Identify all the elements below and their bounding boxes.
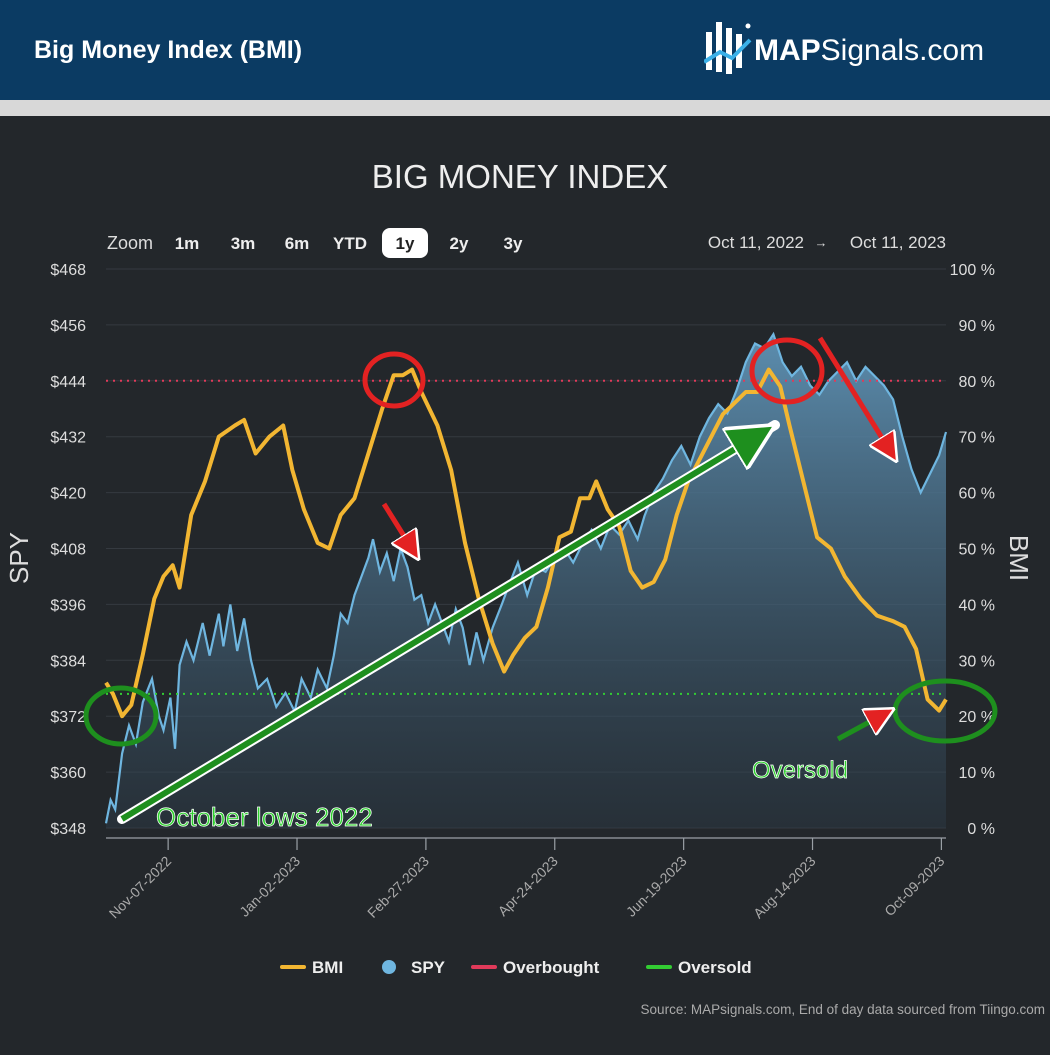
zoom-button-3y[interactable]: 3y (504, 234, 523, 253)
y-left-tick-label: $468 (50, 262, 86, 279)
x-tick-label: Nov-07-2022 (106, 853, 175, 922)
chart-svg: BIG MONEY INDEX Zoom 1m 3m 6m YTD 1y 2y 3y Oct… (4, 158, 1045, 1017)
y-right-tick-label: 10 % (959, 765, 995, 782)
y-right-tick-label: 90 % (959, 318, 995, 335)
chart-legend: BMI SPY Overbought Oversold (280, 958, 752, 977)
logo-mark-icon (702, 22, 752, 74)
x-tick-label: Jan-02-2023 (236, 853, 303, 920)
legend-item-overbought[interactable]: Overbought (471, 958, 600, 977)
chart-title: BIG MONEY INDEX (372, 158, 668, 195)
october-lows-annotation: October lows 2022 (156, 802, 373, 832)
y-axis-left: $348 $360 $372 $384 $396 $408 $420 $432 $444 $456… (50, 262, 86, 838)
spy-series-line (104, 331, 948, 824)
y-right-tick-label: 50 % (959, 542, 995, 559)
bmi-chart: BIG MONEY INDEX Zoom 1m 3m 6m YTD 1y 2y 3y Oct… (0, 116, 1050, 1050)
header-bar: Big Money Index (BMI) MAPSignals.com (0, 0, 1050, 100)
y-axis-right: 0 % 10 % 20 % 30 % 40 % 50 % 60 % 70 % 80 % 90 % 1… (950, 262, 995, 838)
y-right-tick-label: 80 % (959, 374, 995, 391)
decline-arrow-aug-icon (817, 336, 892, 454)
range-start-date[interactable]: Oct 11, 2022 (708, 233, 804, 252)
y-right-tick-label: 100 % (950, 262, 995, 279)
x-tick-label: Feb-27-2023 (364, 853, 432, 921)
legend-label: SPY (411, 958, 446, 977)
y-right-tick-label: 30 % (959, 653, 995, 670)
legend-item-oversold[interactable]: Oversold (646, 958, 752, 977)
logo-text: MAPSignals.com (754, 34, 985, 67)
x-tick-label: Apr-24-2023 (495, 853, 561, 919)
zoom-button-1m[interactable]: 1m (175, 234, 200, 253)
peak-circle-jul (749, 337, 825, 405)
y-left-tick-label: $384 (50, 653, 86, 670)
legend-item-bmi[interactable]: BMI (280, 958, 343, 977)
y-left-tick-label: $432 (50, 430, 86, 447)
oversold-arrow-icon (836, 713, 886, 742)
x-tick-label: Oct-09-2023 (881, 853, 947, 919)
y-axis-left-title: SPY (4, 532, 34, 584)
peak-circle-feb (362, 351, 426, 409)
mapsignals-logo: MAPSignals.com (702, 18, 1004, 84)
zoom-button-2y[interactable]: 2y (450, 234, 469, 253)
y-right-tick-label: 60 % (959, 486, 995, 503)
uptrend-arrow-core (120, 434, 760, 822)
legend-item-spy[interactable]: SPY (382, 958, 446, 977)
y-right-tick-label: 20 % (959, 709, 995, 726)
bmi-series-line (104, 367, 948, 719)
october-lows-circle (83, 685, 159, 747)
y-left-tick-label: $420 (50, 486, 86, 503)
oversold-annotation: Oversold (752, 757, 848, 784)
zoom-button-3m[interactable]: 3m (231, 234, 256, 253)
x-axis: Nov-07-2022 Jan-02-2023 Feb-27-2023 Apr-24-… (106, 837, 948, 922)
y-left-tick-label: $444 (50, 374, 86, 391)
source-note: Source: MAPsignals.com, End of day data … (641, 1002, 1045, 1017)
y-left-tick-label: $372 (50, 709, 86, 726)
zoom-button-ytd[interactable]: YTD (333, 234, 367, 253)
x-tick-label: Aug-14-2023 (750, 853, 819, 922)
y-left-tick-label: $396 (50, 597, 86, 614)
zoom-buttons: 1m 3m 6m YTD 1y 2y 3y (175, 228, 523, 258)
legend-label: Overbought (503, 958, 600, 977)
decline-arrow-feb-icon (381, 502, 414, 552)
legend-swatch (382, 960, 396, 974)
zoom-selected-bg (382, 228, 428, 258)
y-right-tick-label: 70 % (959, 430, 995, 447)
y-axis-right-title: BMI (1004, 535, 1034, 581)
y-left-tick-label: $408 (50, 542, 86, 559)
y-left-tick-label: $360 (50, 765, 86, 782)
zoom-button-6m[interactable]: 6m (285, 234, 310, 253)
y-right-tick-label: 0 % (967, 821, 995, 838)
range-arrow-icon: → (815, 235, 828, 250)
annotation-marks: October lows 2022 Oversold (83, 336, 998, 832)
y-left-tick-label: $456 (50, 318, 86, 335)
legend-label: Oversold (678, 958, 752, 977)
header-divider (0, 100, 1050, 116)
range-end-date[interactable]: Oct 11, 2023 (850, 233, 946, 252)
y-right-tick-label: 40 % (959, 597, 995, 614)
y-left-tick-label: $348 (50, 821, 86, 838)
zoom-button-1y[interactable]: 1y (396, 234, 415, 253)
range-toolbar: Zoom 1m 3m 6m YTD 1y 2y 3y Oct 11, 2022 → Oct … (107, 228, 946, 258)
legend-label: BMI (312, 958, 343, 977)
zoom-label: Zoom (107, 233, 153, 253)
page-title: Big Money Index (BMI) (34, 36, 303, 64)
x-tick-label: Jun-19-2023 (623, 853, 690, 920)
